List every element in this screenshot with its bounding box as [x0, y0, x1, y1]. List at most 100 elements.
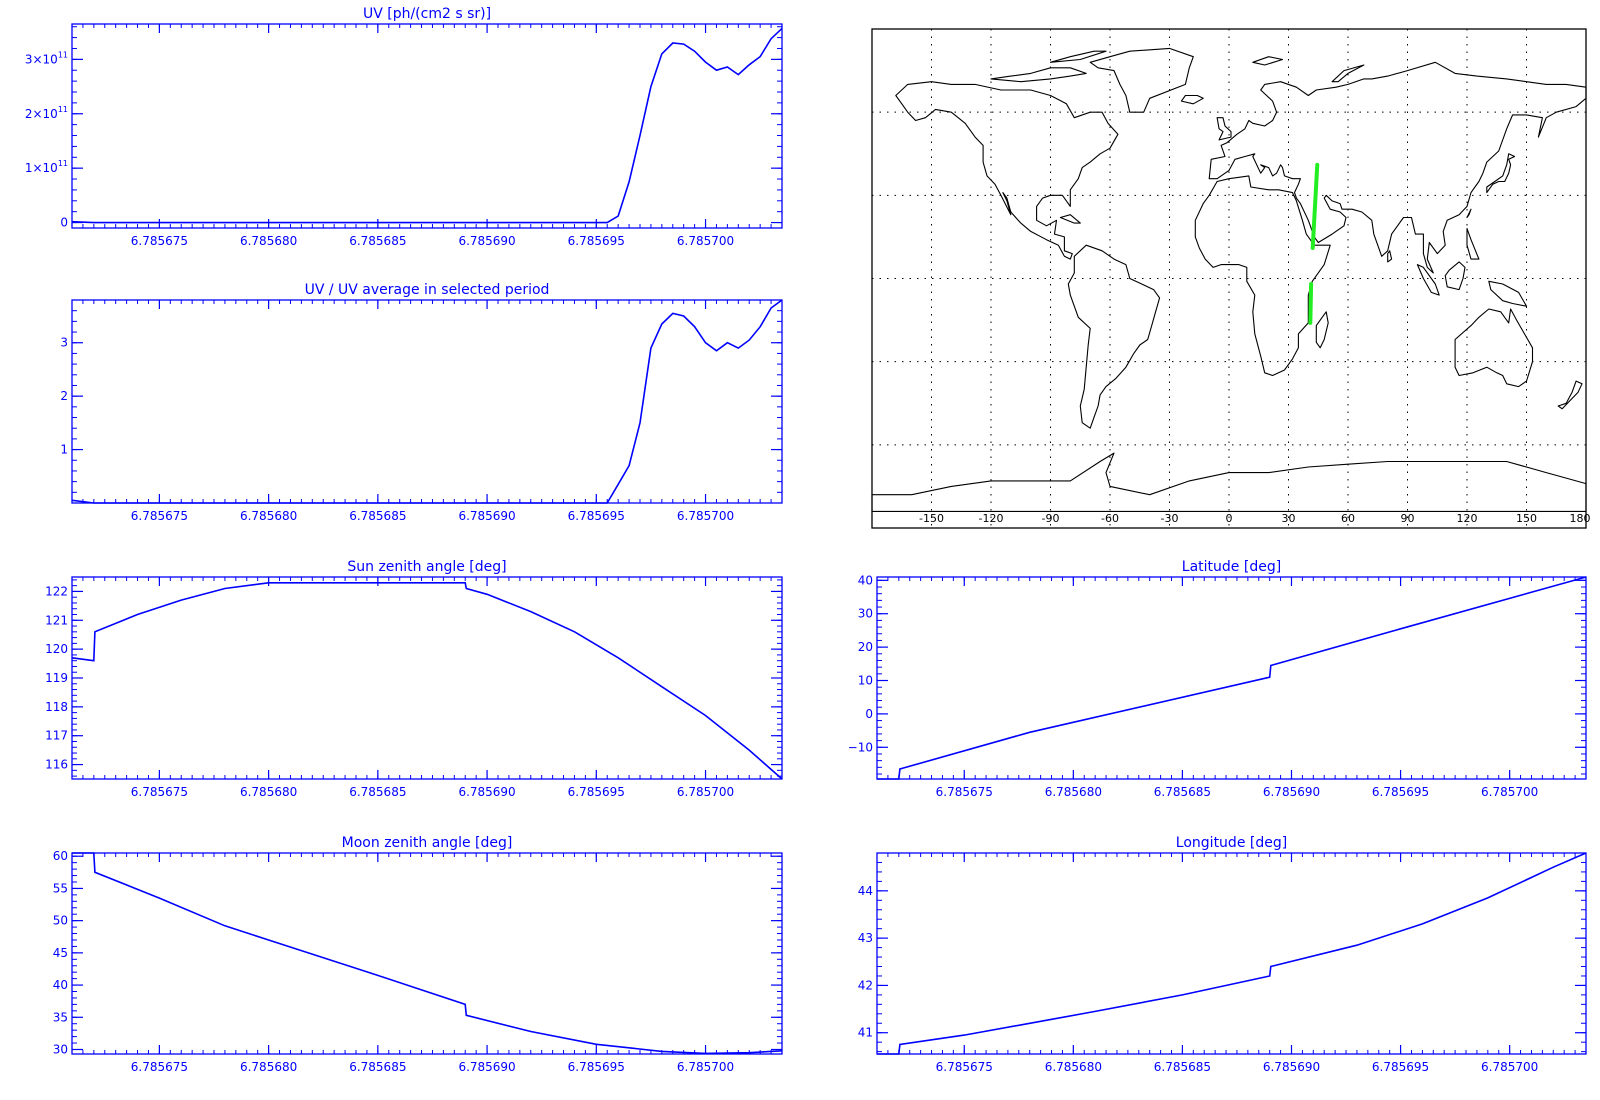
y-tick-label: 121 — [45, 613, 68, 627]
y-tick-label: 44 — [858, 884, 873, 898]
x-tick-label: 6.785675 — [131, 785, 188, 799]
satellite-track — [1310, 162, 1320, 251]
map-x-tick-label: 90 — [1401, 512, 1415, 525]
coastline-antarctica — [871, 452, 1587, 512]
x-tick-label: 6.785675 — [131, 509, 188, 523]
series-line — [877, 852, 1587, 1055]
x-tick-label: 6.785700 — [677, 509, 734, 523]
y-tick-label: 40 — [53, 978, 68, 992]
chart-title: UV / UV average in selected period — [305, 282, 550, 298]
x-tick-label: 6.785680 — [240, 234, 297, 248]
series-line — [72, 852, 783, 1055]
y-tick-label: 3×1011 — [25, 50, 68, 66]
plot-frame — [71, 852, 783, 1055]
x-tick-label: 6.785680 — [240, 785, 297, 799]
x-tick-label: 6.785680 — [240, 509, 297, 523]
chart-sza: Sun zenith angle [deg] 6.785675 6.785680 6.… — [45, 559, 783, 799]
plot-frame — [71, 576, 783, 780]
chart-title: Latitude [deg] — [1182, 559, 1281, 575]
coastline-sri-lanka — [1387, 250, 1393, 263]
map-x-tick-label: -90 — [1042, 512, 1060, 525]
y-tick-label: 119 — [45, 671, 68, 685]
y-tick-label: 42 — [858, 978, 873, 992]
x-tick-label: 6.785685 — [349, 234, 406, 248]
chart-uv: UV [ph/(cm2 s sr)] 6.785675 6.785680 6.7856… — [25, 6, 783, 248]
x-tick-label: 6.785690 — [458, 1060, 515, 1074]
y-tick-label: 120 — [45, 642, 68, 656]
map-x-tick-label: 0 — [1226, 512, 1233, 525]
plot-frame — [876, 852, 1587, 1055]
charts-group: UV [ph/(cm2 s sr)] 6.785675 6.785680 6.7856… — [25, 6, 1587, 1074]
map-x-tick-label: 120 — [1457, 512, 1478, 525]
y-tick-label: 118 — [45, 700, 68, 714]
y-tick-label: −10 — [848, 740, 873, 754]
y-tick-label: 10 — [858, 674, 873, 688]
coastline-ellesmere — [1049, 50, 1107, 63]
y-tick-label: 2×1011 — [25, 105, 68, 121]
y-tick-label: 55 — [53, 881, 68, 895]
coastline-australia — [1454, 308, 1534, 388]
coastline-new-guinea — [1488, 280, 1528, 307]
series-line — [877, 576, 1587, 780]
plot-frame — [71, 23, 783, 229]
series-line — [71, 27, 783, 224]
x-tick-label: 6.785685 — [349, 785, 406, 799]
chart-title: Sun zenith angle [deg] — [347, 559, 506, 575]
x-tick-label: 6.785695 — [1372, 1060, 1429, 1074]
coastline-cuba — [1059, 214, 1081, 224]
chart-moon: Moon zenith angle [deg] 6.785675 6.785680 6… — [53, 835, 783, 1074]
y-tick-label: 116 — [45, 758, 68, 772]
x-tick-label: 6.785680 — [1045, 1060, 1102, 1074]
x-tick-label: 6.785690 — [458, 509, 515, 523]
map-frame — [871, 28, 1587, 529]
coastline-africa — [1194, 175, 1331, 377]
x-tick-label: 6.785695 — [568, 785, 625, 799]
x-tick-label: 6.785685 — [349, 1060, 406, 1074]
y-tick-label: 0 — [865, 707, 873, 721]
y-tick-label: 30 — [53, 1042, 68, 1056]
map-x-tick-label: -150 — [919, 512, 944, 525]
coastline-north-america — [895, 81, 1119, 260]
x-tick-label: 6.785675 — [936, 785, 993, 799]
x-tick-label: 6.785700 — [1481, 1060, 1538, 1074]
coastline-iceland — [1180, 94, 1204, 105]
world-map: -150 -120 -90 -60 -30 0 30 60 90 120 150 180 — [871, 28, 1591, 529]
y-tick-label: 35 — [53, 1010, 68, 1024]
coastline-philippines — [1466, 228, 1480, 260]
y-tick-label: 45 — [53, 946, 68, 960]
y-tick-label: 0 — [60, 216, 68, 230]
chart-title: Moon zenith angle [deg] — [342, 835, 513, 851]
chart-title: UV [ph/(cm2 s sr)] — [363, 6, 491, 22]
x-tick-label: 6.785700 — [677, 785, 734, 799]
y-tick-label: 1×1011 — [25, 159, 68, 175]
x-tick-label: 6.785700 — [677, 1060, 734, 1074]
x-tick-label: 6.785680 — [240, 1060, 297, 1074]
chart-title: Longitude [deg] — [1176, 835, 1287, 851]
map-x-tick-label: -30 — [1161, 512, 1179, 525]
map-x-tick-label: 30 — [1282, 512, 1296, 525]
y-tick-label: 1 — [60, 443, 68, 457]
y-tick-label: 30 — [858, 607, 873, 621]
coastline-eurasia — [1208, 61, 1587, 274]
y-tick-label: 60 — [53, 849, 68, 863]
y-tick-label: 41 — [858, 1026, 873, 1040]
x-tick-label: 6.785695 — [1372, 785, 1429, 799]
x-tick-label: 6.785690 — [458, 785, 515, 799]
coastline-greenland — [1089, 47, 1194, 113]
y-tick-label: 117 — [45, 729, 68, 743]
x-tick-label: 6.785695 — [568, 234, 625, 248]
x-tick-label: 6.785675 — [936, 1060, 993, 1074]
x-tick-label: 6.785675 — [131, 234, 188, 248]
y-tick-label: 50 — [53, 914, 68, 928]
coastline-british-isles — [1216, 117, 1232, 141]
y-tick-label: 40 — [858, 573, 873, 587]
x-tick-label: 6.785695 — [568, 509, 625, 523]
coastline-madagascar — [1315, 311, 1329, 349]
map-x-tick-label: -120 — [979, 512, 1004, 525]
x-tick-label: 6.785690 — [1263, 1060, 1320, 1074]
y-tick-label: 43 — [858, 931, 873, 945]
x-tick-label: 6.785700 — [677, 234, 734, 248]
y-tick-label: 2 — [60, 389, 68, 403]
satellite-track — [1308, 282, 1314, 325]
